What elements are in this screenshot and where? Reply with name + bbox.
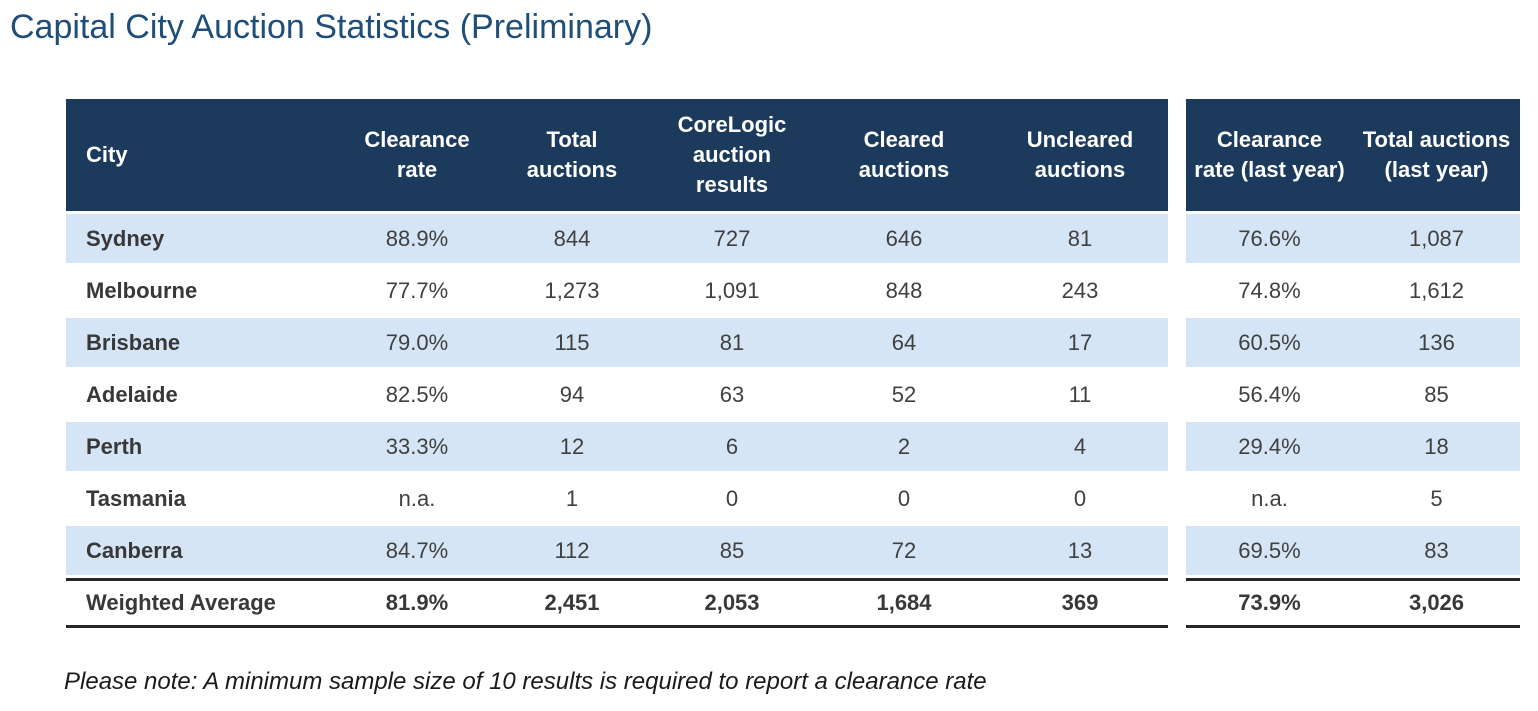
cell-clearance-rate-ly: 73.9% <box>1186 578 1353 628</box>
header-total-auctions: Total auctions <box>496 99 648 211</box>
cell-corelogic-results: 6 <box>648 422 816 471</box>
cell-clearance-rate: 33.3% <box>338 422 496 471</box>
cell-city: Tasmania <box>66 474 338 523</box>
cell-city: Canberra <box>66 526 338 575</box>
cell-cleared: 52 <box>816 370 992 419</box>
cell-total-auctions: 112 <box>496 526 648 575</box>
cell-total-auctions-ly: 18 <box>1353 422 1520 471</box>
cell-weighted-label: Weighted Average <box>66 578 338 628</box>
header-total-auctions-last-year: Total auctions (last year) <box>1353 99 1520 211</box>
table-row-sydney: Sydney 88.9% 844 727 646 81 <box>66 214 1168 263</box>
cell-clearance-rate: 81.9% <box>338 578 496 628</box>
cell-corelogic-results: 2,053 <box>648 578 816 628</box>
cell-total-auctions: 12 <box>496 422 648 471</box>
tables-container: City Clearance rate Total auctions CoreL… <box>66 96 1520 631</box>
cell-total-auctions-ly: 1,612 <box>1353 266 1520 315</box>
cell-corelogic-results: 63 <box>648 370 816 419</box>
cell-uncleared: 13 <box>992 526 1168 575</box>
cell-total-auctions-ly: 83 <box>1353 526 1520 575</box>
main-table: City Clearance rate Total auctions CoreL… <box>66 96 1168 631</box>
cell-total-auctions: 115 <box>496 318 648 367</box>
cell-uncleared: 369 <box>992 578 1168 628</box>
cell-city: Perth <box>66 422 338 471</box>
table-row-adelaide: Adelaide 82.5% 94 63 52 11 <box>66 370 1168 419</box>
cell-clearance-rate-ly: 29.4% <box>1186 422 1353 471</box>
cell-clearance-rate: 77.7% <box>338 266 496 315</box>
cell-city: Sydney <box>66 214 338 263</box>
cell-cleared: 72 <box>816 526 992 575</box>
cell-total-auctions-ly: 1,087 <box>1353 214 1520 263</box>
cell-clearance-rate: n.a. <box>338 474 496 523</box>
cell-clearance-rate-ly: 76.6% <box>1186 214 1353 263</box>
page-title: Capital City Auction Statistics (Prelimi… <box>10 8 653 46</box>
cell-total-auctions: 844 <box>496 214 648 263</box>
cell-cleared: 2 <box>816 422 992 471</box>
table-row-brisbane-ly: 60.5% 136 <box>1186 318 1520 367</box>
cell-clearance-rate-ly: 74.8% <box>1186 266 1353 315</box>
table-row-perth-ly: 29.4% 18 <box>1186 422 1520 471</box>
cell-corelogic-results: 81 <box>648 318 816 367</box>
cell-uncleared: 4 <box>992 422 1168 471</box>
cell-uncleared: 243 <box>992 266 1168 315</box>
cell-city: Melbourne <box>66 266 338 315</box>
header-city: City <box>66 99 338 211</box>
cell-total-auctions: 2,451 <box>496 578 648 628</box>
cell-clearance-rate-ly: 56.4% <box>1186 370 1353 419</box>
cell-corelogic-results: 85 <box>648 526 816 575</box>
footnote: Please note: A minimum sample size of 10… <box>64 668 987 695</box>
cell-total-auctions: 1 <box>496 474 648 523</box>
cell-corelogic-results: 1,091 <box>648 266 816 315</box>
cell-cleared: 848 <box>816 266 992 315</box>
cell-clearance-rate-ly: 60.5% <box>1186 318 1353 367</box>
table-row-adelaide-ly: 56.4% 85 <box>1186 370 1520 419</box>
table-row-melbourne-ly: 74.8% 1,612 <box>1186 266 1520 315</box>
cell-cleared: 646 <box>816 214 992 263</box>
table-row-tasmania: Tasmania n.a. 1 0 0 0 <box>66 474 1168 523</box>
cell-cleared: 64 <box>816 318 992 367</box>
header-corelogic-results: CoreLogic auction results <box>648 99 816 211</box>
cell-corelogic-results: 727 <box>648 214 816 263</box>
table-row-melbourne: Melbourne 77.7% 1,273 1,091 848 243 <box>66 266 1168 315</box>
header-clearance-rate-last-year: Clearance rate (last year) <box>1186 99 1353 211</box>
last-year-table: Clearance rate (last year) Total auction… <box>1186 96 1520 631</box>
table-header-row: City Clearance rate Total auctions CoreL… <box>66 99 1168 211</box>
cell-total-auctions-ly: 136 <box>1353 318 1520 367</box>
table-row-sydney-ly: 76.6% 1,087 <box>1186 214 1520 263</box>
table-row-tasmania-ly: n.a. 5 <box>1186 474 1520 523</box>
cell-total-auctions-ly: 3,026 <box>1353 578 1520 628</box>
cell-clearance-rate: 84.7% <box>338 526 496 575</box>
weighted-average-row-ly: 73.9% 3,026 <box>1186 578 1520 628</box>
cell-total-auctions: 1,273 <box>496 266 648 315</box>
cell-uncleared: 11 <box>992 370 1168 419</box>
table-row-perth: Perth 33.3% 12 6 2 4 <box>66 422 1168 471</box>
cell-city: Brisbane <box>66 318 338 367</box>
header-cleared-auctions: Cleared auctions <box>816 99 992 211</box>
cell-corelogic-results: 0 <box>648 474 816 523</box>
header-uncleared-auctions: Uncleared auctions <box>992 99 1168 211</box>
cell-cleared: 1,684 <box>816 578 992 628</box>
cell-total-auctions-ly: 5 <box>1353 474 1520 523</box>
table-row-brisbane: Brisbane 79.0% 115 81 64 17 <box>66 318 1168 367</box>
cell-uncleared: 0 <box>992 474 1168 523</box>
cell-uncleared: 17 <box>992 318 1168 367</box>
cell-clearance-rate: 82.5% <box>338 370 496 419</box>
cell-clearance-rate-ly: n.a. <box>1186 474 1353 523</box>
header-clearance-rate: Clearance rate <box>338 99 496 211</box>
table-row-canberra-ly: 69.5% 83 <box>1186 526 1520 575</box>
cell-clearance-rate-ly: 69.5% <box>1186 526 1353 575</box>
cell-cleared: 0 <box>816 474 992 523</box>
cell-total-auctions-ly: 85 <box>1353 370 1520 419</box>
cell-total-auctions: 94 <box>496 370 648 419</box>
table-header-row: Clearance rate (last year) Total auction… <box>1186 99 1520 211</box>
cell-uncleared: 81 <box>992 214 1168 263</box>
weighted-average-row: Weighted Average 81.9% 2,451 2,053 1,684… <box>66 578 1168 628</box>
cell-city: Adelaide <box>66 370 338 419</box>
table-row-canberra: Canberra 84.7% 112 85 72 13 <box>66 526 1168 575</box>
cell-clearance-rate: 88.9% <box>338 214 496 263</box>
cell-clearance-rate: 79.0% <box>338 318 496 367</box>
